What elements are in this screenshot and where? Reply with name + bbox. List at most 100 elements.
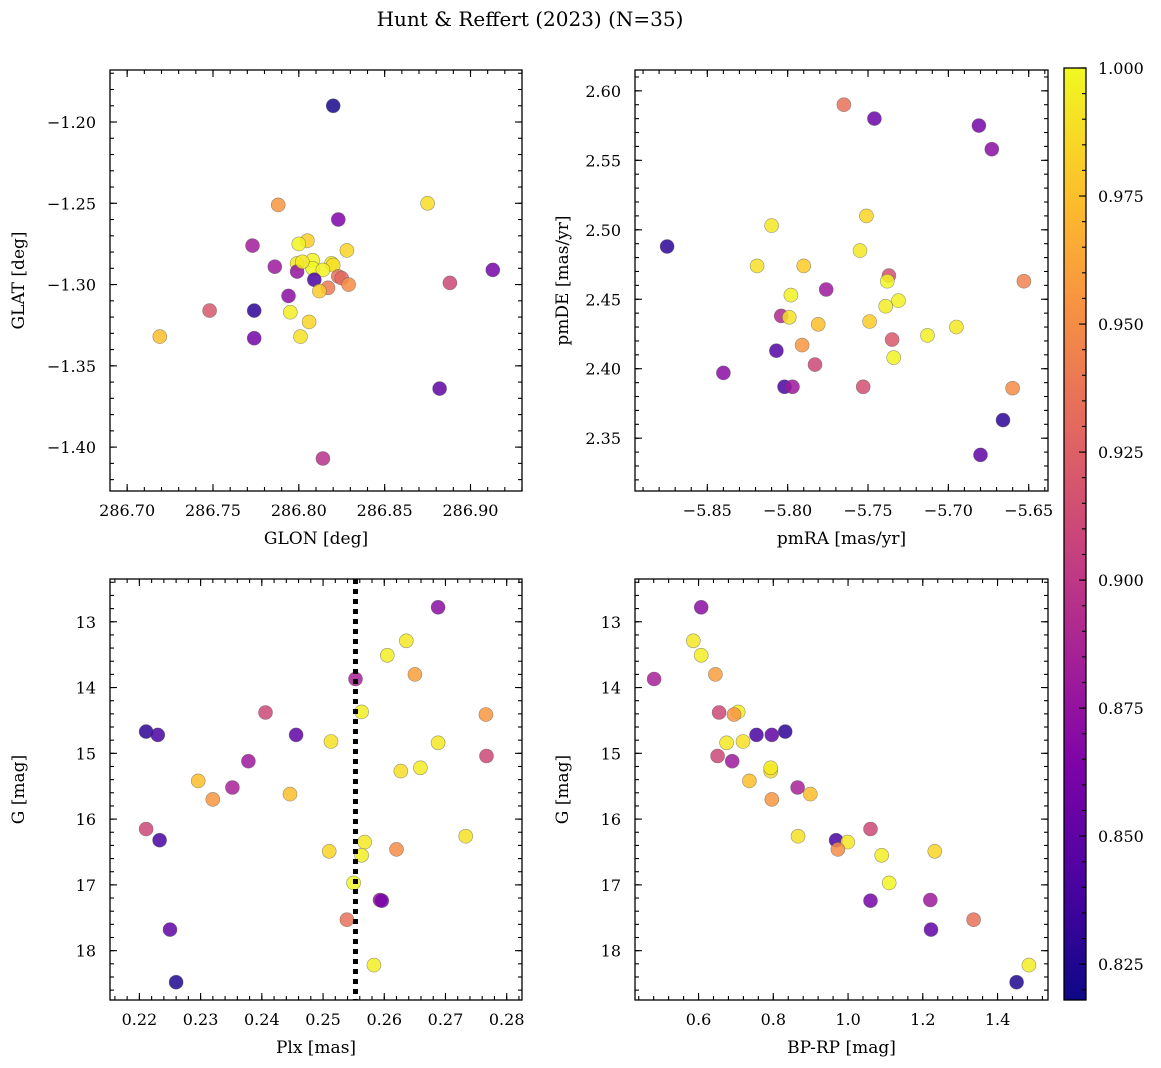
x-tick-label: 286.75 <box>185 501 241 520</box>
data-point <box>874 847 890 863</box>
y-tick-label: 14 <box>76 679 96 698</box>
data-point <box>341 277 356 292</box>
x-tick-label: −5.70 <box>924 501 973 520</box>
data-point <box>923 922 939 937</box>
x-tick-label: 1.2 <box>910 1010 935 1029</box>
data-point <box>807 357 823 372</box>
data-point <box>258 705 273 720</box>
data-point <box>794 337 810 353</box>
data-point <box>301 314 317 330</box>
data-point <box>315 262 331 278</box>
points-pmra-pmde <box>659 97 1032 463</box>
data-point <box>138 821 154 837</box>
x-tick-label: 1.4 <box>985 1010 1010 1029</box>
data-point <box>270 197 286 213</box>
colorbar-tick-label: 0.975 <box>1098 187 1144 206</box>
data-point <box>884 332 900 347</box>
x-tick-label: 0.23 <box>183 1010 219 1029</box>
y-tick-label: −1.25 <box>47 194 96 213</box>
y-axis-label: G [mag] <box>9 755 29 824</box>
axes-frame <box>634 578 1049 1001</box>
data-point <box>315 451 331 466</box>
data-point <box>1021 957 1037 973</box>
colorbar-frame <box>1063 67 1087 1001</box>
data-point <box>241 753 256 769</box>
data-point <box>152 832 167 848</box>
x-tick-label: −5.85 <box>683 501 732 520</box>
data-point <box>432 381 447 396</box>
y-tick-label: 15 <box>601 744 621 763</box>
data-point <box>818 282 834 297</box>
data-point <box>973 447 988 463</box>
y-tick-label: −1.30 <box>47 276 96 295</box>
data-point <box>886 350 902 365</box>
data-point <box>785 379 800 395</box>
data-point <box>246 330 262 346</box>
data-point <box>325 98 341 114</box>
data-point <box>783 287 799 303</box>
y-tick-label: 16 <box>76 810 96 829</box>
x-tick-label: 0.22 <box>122 1010 158 1029</box>
data-point <box>693 599 709 615</box>
data-point <box>150 727 166 743</box>
data-point <box>339 912 355 928</box>
data-point <box>646 671 662 687</box>
data-point <box>430 599 446 615</box>
y-tick-label: 17 <box>76 876 96 895</box>
y-tick-label: 2.45 <box>585 290 621 309</box>
colorbar-tick-label: 0.900 <box>1098 571 1144 590</box>
data-point <box>152 329 168 344</box>
x-axis-label: GLON [deg] <box>264 529 368 549</box>
data-point <box>863 821 878 837</box>
data-point <box>245 238 260 253</box>
data-point <box>949 319 964 335</box>
data-point <box>971 118 987 133</box>
x-tick-label: 1.0 <box>835 1010 860 1029</box>
y-tick-label: 14 <box>601 679 621 698</box>
data-point <box>389 842 404 857</box>
data-point <box>366 957 382 973</box>
y-tick-label: −1.40 <box>47 438 96 457</box>
colorbar-tick-label: 1.000 <box>1098 59 1144 78</box>
x-tick-label: −5.65 <box>1004 501 1053 520</box>
data-point <box>749 727 764 743</box>
data-point <box>716 365 731 381</box>
data-point <box>764 727 780 743</box>
x-axis-label: BP-RP [mag] <box>787 1038 896 1058</box>
data-point <box>879 273 895 289</box>
data-point <box>881 875 897 891</box>
data-point <box>749 258 765 274</box>
data-point <box>357 834 373 850</box>
colorbar-tick-label: 0.825 <box>1098 955 1144 974</box>
axes-frame <box>109 578 523 1001</box>
data-point <box>863 893 878 909</box>
data-point <box>458 828 474 844</box>
data-point <box>485 262 501 278</box>
y-axis-label: G [mag] <box>553 755 573 824</box>
data-point <box>354 847 369 863</box>
y-tick-label: 17 <box>601 876 621 895</box>
data-point <box>479 748 494 764</box>
data-point <box>685 633 701 649</box>
y-axis-label: GLAT [deg] <box>9 231 29 329</box>
data-point <box>878 298 894 314</box>
data-point <box>379 647 395 663</box>
data-point <box>796 258 812 274</box>
data-point <box>293 329 308 344</box>
x-axis-label: pmRA [mas/yr] <box>777 529 906 549</box>
data-point <box>693 647 709 663</box>
data-point <box>735 734 751 749</box>
data-point <box>659 239 675 254</box>
data-point <box>840 834 856 850</box>
y-tick-label: −1.20 <box>47 113 96 132</box>
colorbar-tick-label: 0.875 <box>1098 699 1144 718</box>
y-axis-label: pmDE [mas/yr] <box>553 215 573 345</box>
panel-plx-g: 0.22 0.23 0.24 0.25 0.26 0.27 0.28 13 14 15 16 17 18… <box>9 578 525 1058</box>
data-point <box>393 763 409 779</box>
x-tick-label: −5.80 <box>763 501 812 520</box>
colorbar: 0.825 0.850 0.875 0.900 0.925 0.950 0.975 1.000 <box>1063 59 1144 1001</box>
data-point <box>407 667 423 682</box>
data-point <box>920 328 935 343</box>
y-tick-label: 2.35 <box>585 429 621 448</box>
